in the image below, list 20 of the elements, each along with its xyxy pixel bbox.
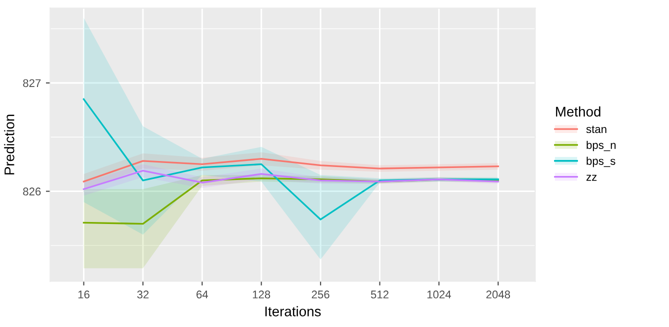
x-tick-label: 128: [252, 290, 270, 298]
legend-label: zz: [586, 174, 597, 181]
x-tick-label: 1024: [427, 290, 451, 298]
y-axis-title: Prediction: [4, 114, 14, 174]
line-series: [82, 98, 499, 220]
legend-label: bps_s: [586, 156, 616, 168]
x-tick-label: 512: [370, 290, 388, 298]
x-tick-label: 32: [137, 290, 149, 298]
x-tick-label: 256: [312, 290, 330, 298]
legend-label: bps_n: [586, 140, 616, 152]
x-axis-title: Iterations: [265, 306, 321, 316]
y-tick-label: 827: [23, 79, 41, 88]
x-tick-label: 2048: [486, 290, 510, 298]
legend-title: Method: [556, 106, 600, 117]
x-tick-label: 64: [196, 290, 208, 298]
line-series: [82, 170, 499, 190]
y-tick-label: 826: [23, 188, 41, 196]
legend-label: stan: [586, 126, 606, 134]
line-series: [82, 158, 499, 182]
x-tick-label: 16: [78, 290, 90, 298]
